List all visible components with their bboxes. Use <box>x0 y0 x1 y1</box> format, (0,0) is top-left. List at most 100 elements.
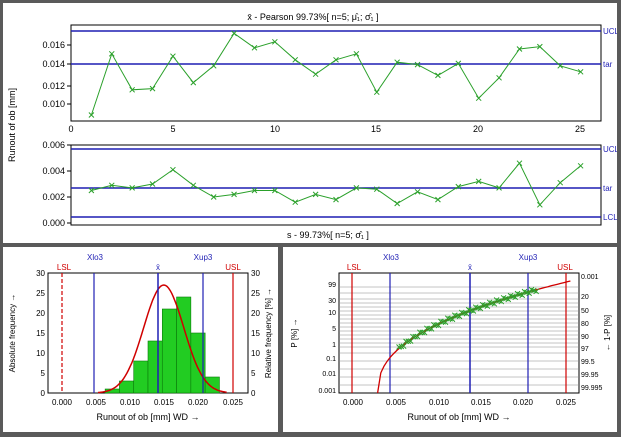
xbar-data-point <box>333 56 339 63</box>
prob-ytick-left: 99 <box>328 282 336 289</box>
prob-data-point <box>533 288 539 295</box>
xbar-data-point <box>353 50 360 57</box>
hist-xtick-label: 0.010 <box>120 398 141 407</box>
prob-data-point <box>435 322 442 329</box>
histogram-bar <box>119 380 135 394</box>
prob-ytick-left: 10 <box>328 310 336 317</box>
prob-data-point <box>424 325 430 332</box>
xbar-data-point <box>536 43 543 50</box>
xbar-ytick-label: 0.010 <box>42 99 65 109</box>
xbar-ytick-label: 0.014 <box>42 59 65 69</box>
hist-xtick-label: 0.020 <box>188 398 209 407</box>
prob-ytick-right: 99.5 <box>581 359 595 366</box>
xbar-ucl-label: UCL <box>603 27 617 36</box>
prob-data-point <box>417 329 423 336</box>
xbar-data-point <box>231 30 237 37</box>
hist-xtick-label: 0.025 <box>223 398 244 407</box>
xbar-data-point <box>251 44 258 51</box>
s-data-point <box>435 196 441 203</box>
prob-xup-label: Xup3 <box>519 253 538 262</box>
hist-xbar-label: x̄ <box>156 263 160 272</box>
prob-xtick-label: 0.005 <box>386 398 407 407</box>
prob-data-point <box>400 343 407 350</box>
prob-data-point <box>449 316 456 323</box>
prob-ytick-right: 99.95 <box>581 372 599 379</box>
hist-xlo-label: Xlo3 <box>87 253 104 262</box>
prob-data-point <box>405 338 412 345</box>
xbar-data-point <box>108 50 115 57</box>
prob-ytick-left: 30 <box>328 298 336 305</box>
prob-ytick-right: 80 <box>581 321 589 328</box>
xbar-series-line <box>90 32 581 116</box>
xbar-xtick-label: 10 <box>270 124 280 134</box>
prob-ytick-right: 90 <box>581 334 589 341</box>
hist-ytick-left: 5 <box>41 369 46 378</box>
xbar-data-point <box>496 74 502 81</box>
prob-data-point <box>419 329 426 336</box>
hist-y-axis-label-left: Absolute frequency → <box>8 294 17 373</box>
s-data-point <box>516 160 523 167</box>
xbar-data-point <box>210 62 217 69</box>
s-data-point <box>496 185 502 191</box>
xbar-xtick-label: 25 <box>575 124 585 134</box>
s-series-points <box>88 160 584 208</box>
s-data-point <box>475 178 482 185</box>
s-data-point <box>333 196 339 203</box>
s-data-point <box>353 185 360 191</box>
hist-ytick-right: 10 <box>251 349 260 358</box>
prob-usl-label: USL <box>557 263 573 272</box>
xbar-data-point <box>129 86 136 93</box>
hist-ytick-right: 0 <box>251 389 256 398</box>
hist-ytick-left: 30 <box>36 269 45 278</box>
s-data-point <box>108 182 115 189</box>
prob-ytick-left: 0.001 <box>318 388 336 395</box>
prob-data-point <box>442 319 449 326</box>
xbar-data-point <box>373 89 380 96</box>
prob-data-point <box>410 333 416 340</box>
histogram-fit-curve <box>97 284 227 394</box>
s-data-point <box>536 201 543 208</box>
s-data-point <box>373 186 380 193</box>
prob-ytick-left: 0.1 <box>326 356 336 363</box>
xbar-data-point <box>435 72 441 79</box>
xbar-data-point <box>516 46 523 52</box>
histogram-panel: LSL Xlo3 x̄ Xup3 USL 0.000 0.005 0.010 0… <box>3 247 278 432</box>
xbar-xtick-label: 0 <box>68 124 73 134</box>
xbar-data-point <box>190 79 197 86</box>
prob-data-point <box>519 292 526 299</box>
prob-x-ticks: 0.000 0.005 0.010 0.015 0.020 0.025 <box>343 398 577 407</box>
histogram-svg: LSL Xlo3 x̄ Xup3 USL 0.000 0.005 0.010 0… <box>8 253 273 422</box>
hist-x-axis-label: Runout of ob [mm] WD → <box>96 412 199 422</box>
xbar-xtick-label: 5 <box>170 124 175 134</box>
prob-data-point <box>428 326 435 332</box>
hist-ytick-right: 30 <box>251 269 260 278</box>
s-data-point <box>170 166 176 173</box>
s-data-point <box>577 162 584 169</box>
s-data-point <box>557 179 564 186</box>
histogram-bar <box>147 340 163 394</box>
top-y-axis-label: Runout of ob [mm] <box>7 88 17 162</box>
xbar-data-point <box>170 53 176 60</box>
s-data-point <box>414 188 421 195</box>
s-ytick-label: 0.004 <box>42 166 65 176</box>
prob-data-point <box>498 298 505 305</box>
prob-ytick-left: 1 <box>332 342 336 349</box>
xbar-y-ticks: 0.010 0.012 0.014 0.016 <box>42 40 71 109</box>
prob-data-point <box>426 325 433 332</box>
s-data-point <box>455 183 462 190</box>
control-chart-svg: x̄ - Pearson 99.73%[ n=5; μ̂₁; σ̂₁ ] 0.0… <box>7 12 620 240</box>
s-data-point <box>251 187 258 194</box>
prob-data-point <box>421 329 428 336</box>
hist-xtick-label: 0.005 <box>86 398 107 407</box>
prob-ytick-right: 0.001 <box>581 274 599 281</box>
hist-xtick-label: 0.000 <box>52 398 73 407</box>
prob-y-axis-label-right: ← 1-P [%] <box>603 315 612 351</box>
s-data-point <box>292 199 299 206</box>
prob-xbar-label: x̄ <box>468 263 472 272</box>
prob-data-point <box>477 305 484 312</box>
hist-ytick-left: 25 <box>36 289 45 298</box>
prob-fit-curve <box>376 280 571 394</box>
s-tar-label: tar <box>603 184 613 193</box>
histogram-bar <box>190 332 206 394</box>
s-lcl-label: LCL <box>603 213 617 222</box>
